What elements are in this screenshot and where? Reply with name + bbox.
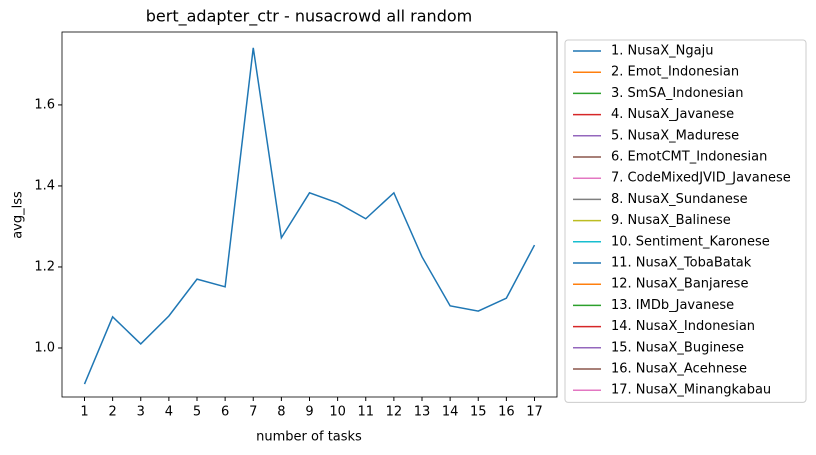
legend-label: 5. NusaX_Madurese [611, 128, 739, 143]
x-tick-label: 16 [498, 405, 515, 420]
plot-frame [61, 31, 558, 398]
y-axis-label: avg_lss [11, 191, 26, 239]
y-tick-label: 1.6 [34, 97, 55, 112]
x-tick-label: 2 [108, 405, 116, 420]
x-axis-label: number of tasks [256, 430, 362, 445]
x-tick-label: 9 [305, 405, 313, 420]
line-series [83, 47, 536, 385]
legend-label: 13. IMDb_Javanese [611, 298, 734, 313]
x-tick-label: 12 [386, 405, 403, 420]
x-tick-label: 17 [526, 405, 543, 420]
legend-label: 17. NusaX_Minangkabau [611, 383, 771, 398]
x-tick-label: 7 [249, 405, 257, 420]
legend-label: 4. NusaX_Javanese [611, 107, 734, 122]
x-tick-label: 10 [329, 405, 346, 420]
x-tick-label: 15 [470, 405, 487, 420]
y-tick-label: 1.4 [34, 178, 55, 193]
legend-label: 8. NusaX_Sundanese [611, 192, 748, 207]
x-tick-label: 1 [80, 405, 88, 420]
x-tick-label: 4 [165, 405, 173, 420]
x-tick-label: 6 [221, 405, 229, 420]
x-tick-label: 3 [137, 405, 145, 420]
legend-label: 11. NusaX_TobaBatak [611, 256, 752, 271]
legend-label: 15. NusaX_Buginese [611, 340, 744, 355]
y-tick-label: 1.0 [34, 340, 55, 355]
legend-label: 3. SmSA_Indonesian [611, 86, 743, 101]
legend-label: 6. EmotCMT_Indonesian [611, 150, 767, 165]
legend-label: 12. NusaX_Banjarese [611, 277, 748, 292]
legend-box [564, 39, 807, 403]
chart-title: bert_adapter_ctr - nusacrowd all random [146, 7, 472, 27]
legend-label: 10. Sentiment_Karonese [611, 234, 770, 249]
x-tick-label: 5 [193, 405, 201, 420]
x-tick-label: 13 [414, 405, 431, 420]
legend-label: 9. NusaX_Balinese [611, 213, 731, 228]
legend-label: 16. NusaX_Acehnese [611, 362, 747, 377]
legend-label: 14. NusaX_Indonesian [611, 319, 755, 334]
x-tick-label: 11 [357, 405, 374, 420]
legend-label: 2. Emot_Indonesian [611, 65, 739, 80]
legend-label: 7. CodeMixedJVID_Javanese [611, 171, 791, 186]
y-tick-label: 1.2 [34, 259, 55, 274]
x-tick-label: 8 [277, 405, 285, 420]
legend-label: 1. NusaX_Ngaju [611, 44, 713, 59]
x-tick-label: 14 [442, 405, 459, 420]
